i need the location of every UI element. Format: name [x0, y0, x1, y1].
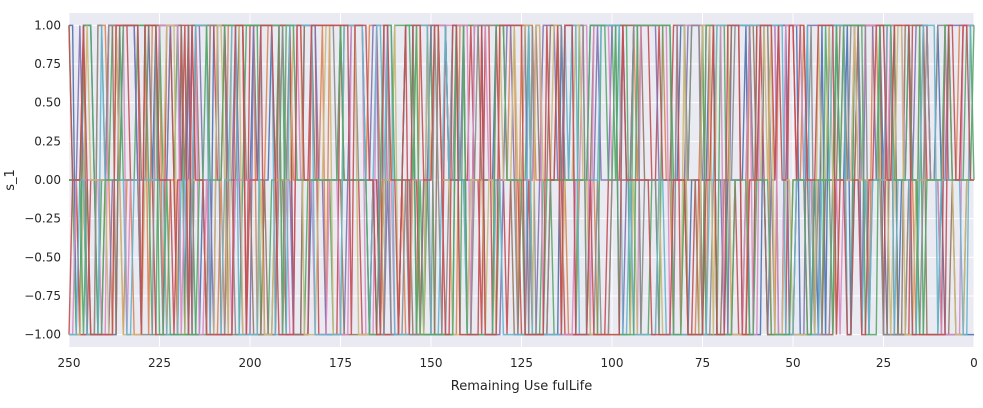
x-tick-label: 200: [239, 356, 262, 370]
y-tick-label: 0.00: [34, 173, 61, 187]
y-tick-label: −0.50: [24, 250, 61, 264]
x-tick-label: 100: [601, 356, 624, 370]
y-tick-label: 0.50: [34, 96, 61, 110]
x-tick-label: 225: [148, 356, 171, 370]
x-tick-label: 0: [970, 356, 978, 370]
x-tick-label: 25: [876, 356, 891, 370]
x-axis-label: Remaining Use fulLife: [451, 379, 592, 394]
series-line: [69, 24, 975, 336]
y-tick-labels: 1.00 0.75 0.50 0.25 0.00 −0.25 −0.50 −0.75 −1.00: [24, 18, 61, 341]
x-tick-label: 250: [58, 356, 81, 370]
y-tick-label: −0.25: [24, 212, 61, 226]
x-tick-label: 150: [420, 356, 443, 370]
x-tick-label: 125: [510, 356, 533, 370]
y-axis-label: s_1: [3, 169, 18, 191]
x-tick-label: 175: [329, 356, 352, 370]
y-tick-label: −1.00: [24, 328, 61, 342]
y-tick-label: 0.25: [34, 134, 61, 148]
series-lines: [68, 24, 975, 336]
y-tick-label: 1.00: [34, 18, 61, 32]
x-tick-label: 50: [785, 356, 800, 370]
x-tick-labels: 250 225 200 175 150 125 100 75 50 25 0: [58, 356, 978, 370]
series-line: [68, 24, 974, 336]
x-tick-label: 75: [695, 356, 710, 370]
y-tick-label: −0.75: [24, 289, 61, 303]
y-tick-label: 0.75: [34, 57, 61, 71]
